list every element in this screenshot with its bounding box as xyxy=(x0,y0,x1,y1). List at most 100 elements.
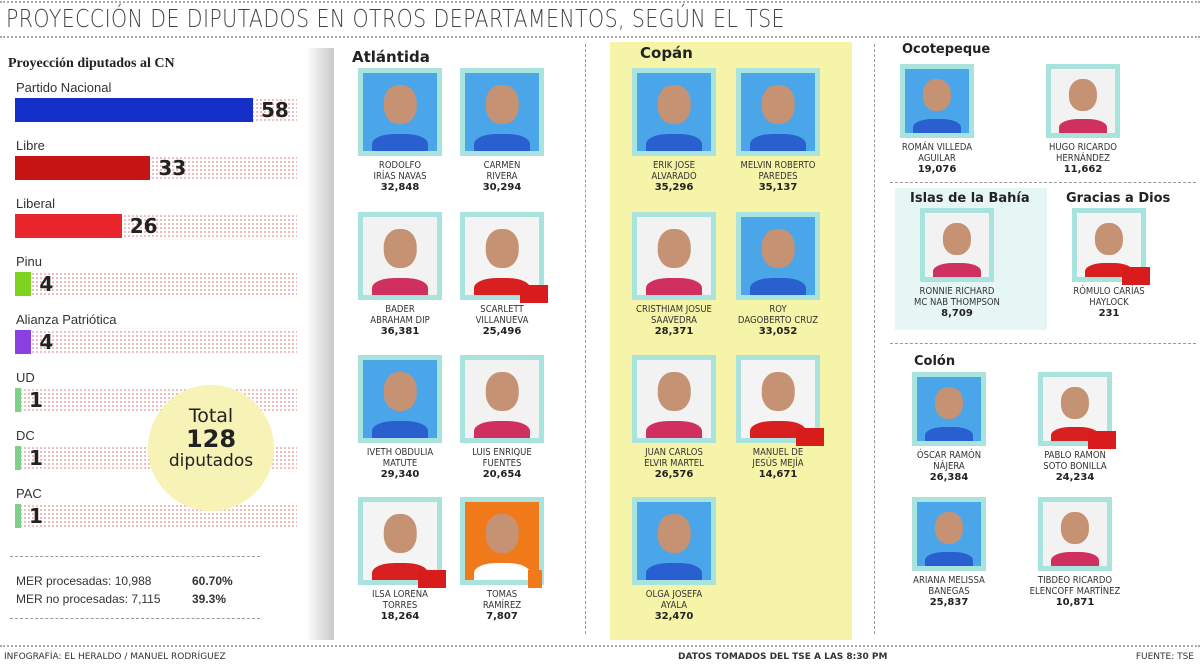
name-line: Pablo Ramon xyxy=(1044,450,1106,461)
candidate-photo xyxy=(465,217,539,295)
candidate-card: Roy Dagoberto Cruz 33,052 xyxy=(716,212,840,337)
candidate-votes: 20,654 xyxy=(482,469,522,480)
dept-atlantida: Atlántida xyxy=(352,48,430,66)
name-line: Tomas xyxy=(486,589,518,600)
name-line: Torres xyxy=(382,600,418,611)
candidate-photo xyxy=(363,502,437,580)
photo-frame xyxy=(460,497,544,588)
face xyxy=(657,372,691,412)
name-line: Ayala xyxy=(660,600,688,611)
shirt xyxy=(924,426,974,441)
shirt xyxy=(645,562,703,580)
candidate-card: Rómulo Carías Haylock 231 xyxy=(1052,208,1166,319)
total-badge: Total 128 diputados xyxy=(148,385,274,511)
dept-copan: Copán xyxy=(640,44,693,62)
candidate-name: Ilsa Lorena Torres xyxy=(347,589,452,611)
name-line: Melvin Roberto xyxy=(740,160,816,171)
photo-frame xyxy=(358,355,442,443)
party-flag-icon xyxy=(418,570,446,588)
name-line: Hernández xyxy=(1056,153,1110,164)
name-line: Rómulo Carías xyxy=(1073,286,1145,297)
candidate-photo xyxy=(465,360,539,438)
photo-frame xyxy=(632,497,716,585)
name-line: Luis Enrique xyxy=(472,447,532,458)
bar xyxy=(15,388,21,412)
name-line: Manuel de xyxy=(752,447,804,458)
name-line: Nájera xyxy=(933,461,965,472)
name-line: Tibdeo Ricardo xyxy=(1037,575,1113,586)
shirt xyxy=(371,277,429,295)
candidate-photo xyxy=(637,73,711,151)
candidate-photo xyxy=(465,73,539,151)
photo-frame xyxy=(632,212,716,300)
shirt xyxy=(1050,551,1100,566)
candidate-name: Ariana Melissa Banegas xyxy=(901,575,998,597)
candidate-name: Carmen Rivera xyxy=(449,160,554,182)
candidate-name: Rómulo Carías Haylock xyxy=(1061,286,1158,308)
total-label: Total xyxy=(188,405,234,427)
total-unit: diputados xyxy=(168,451,254,471)
shirt xyxy=(371,562,429,580)
top-divider xyxy=(0,1,1200,3)
candidate-name: Erik Jose Alvarado xyxy=(621,160,726,182)
candidate-votes: 26,576 xyxy=(654,469,694,480)
face xyxy=(383,514,417,554)
dept-islas: Islas de la Bahía xyxy=(910,191,1030,206)
photo-frame xyxy=(736,212,820,300)
candidate-name: Bader Abraham Dip xyxy=(347,304,452,326)
name-line: Erik Jose xyxy=(652,160,696,171)
name-line: Fuentes xyxy=(482,458,522,469)
bar-label: Partido Nacional xyxy=(16,80,112,95)
mer-pct: 39.3% xyxy=(192,592,227,606)
name-line: Matute xyxy=(382,458,418,469)
name-line: Óscar Ramón xyxy=(916,450,982,461)
bar-value: 4 xyxy=(39,330,54,354)
face xyxy=(657,85,691,125)
name-line: Saavedra xyxy=(650,315,697,326)
face xyxy=(383,85,417,125)
photo-frame xyxy=(460,355,544,443)
name-line: Soto Bonilla xyxy=(1043,461,1107,472)
total-value: 128 xyxy=(185,425,237,453)
face xyxy=(761,229,795,269)
name-line: Ronnie Richard xyxy=(919,286,995,297)
title-divider xyxy=(0,36,1200,38)
shirt xyxy=(645,133,703,151)
candidate-card: Bader Abraham Dip 36,381 xyxy=(338,212,462,337)
page-title: PROYECCIÓN DE DIPUTADOS EN OTROS DEPARTA… xyxy=(6,4,785,33)
face xyxy=(922,79,952,112)
candidate-name: Luis Enrique Fuentes xyxy=(449,447,554,469)
chart-title: Proyección diputados al CN xyxy=(8,56,175,71)
candidate-card: Tomas Ramírez 7,807 xyxy=(440,497,564,622)
divider xyxy=(10,556,260,557)
bar-value: 1 xyxy=(29,388,43,412)
bar xyxy=(15,272,32,296)
candidate-votes: 33,052 xyxy=(758,326,798,337)
candidate-photo xyxy=(465,502,539,580)
candidate-photo xyxy=(741,360,815,438)
shirt xyxy=(749,277,807,295)
divider xyxy=(10,618,260,619)
name-line: Haylock xyxy=(1089,297,1129,308)
candidate-name: Manuel de Jesús Mejía xyxy=(725,447,830,469)
candidate-name: Melvin Roberto Paredes xyxy=(725,160,830,182)
shirt xyxy=(912,118,962,133)
source: FUENTE: TSE xyxy=(1135,652,1194,662)
candidate-votes: 30,294 xyxy=(482,182,522,193)
name-line: Elencoff Martínez xyxy=(1029,586,1121,597)
name-line: Bader xyxy=(385,304,415,315)
candidate-photo xyxy=(1077,213,1141,277)
face xyxy=(934,512,964,545)
bar-value: 33 xyxy=(158,156,187,180)
bar-label: Liberal xyxy=(16,196,56,211)
candidate-votes: 35,296 xyxy=(654,182,694,193)
face xyxy=(1060,387,1090,420)
footer-divider xyxy=(0,645,1200,647)
name-line: Dagoberto Cruz xyxy=(737,315,819,326)
candidate-card: Erik Jose Alvarado 35,296 xyxy=(612,68,736,193)
shirt xyxy=(645,420,703,438)
candidate-votes: 18,264 xyxy=(380,611,420,622)
column-divider xyxy=(874,44,875,634)
bar-label: UD xyxy=(16,370,35,385)
candidate-photo xyxy=(637,502,711,580)
